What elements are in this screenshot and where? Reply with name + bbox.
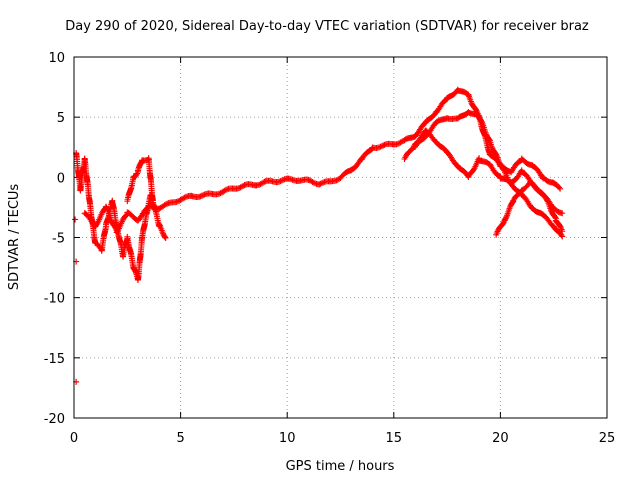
data-segment bbox=[145, 155, 156, 204]
y-tick-label: 5 bbox=[57, 111, 65, 126]
data-segment bbox=[540, 211, 557, 230]
data-segment bbox=[535, 187, 551, 204]
data-segment bbox=[81, 155, 95, 218]
data-segment bbox=[486, 161, 504, 180]
data-segment bbox=[113, 221, 127, 260]
x-tick-label: 25 bbox=[599, 431, 616, 446]
x-tick-label: 10 bbox=[279, 431, 296, 446]
data-segment bbox=[433, 139, 451, 156]
data-segment bbox=[518, 155, 536, 169]
data-segment bbox=[444, 149, 461, 169]
data-segment bbox=[493, 217, 508, 238]
series-track-b bbox=[412, 109, 564, 192]
data-segment bbox=[156, 221, 169, 241]
data-segment bbox=[540, 174, 557, 186]
x-axis-label: GPS time / hours bbox=[286, 459, 395, 474]
data-segment bbox=[529, 205, 547, 218]
data-segment bbox=[454, 87, 472, 99]
grid-lines bbox=[74, 57, 607, 418]
series-track-f bbox=[124, 155, 169, 241]
data-segment bbox=[422, 108, 440, 126]
data-segment bbox=[433, 96, 451, 116]
data-segment bbox=[550, 223, 566, 240]
x-tick-label: 0 bbox=[70, 431, 78, 446]
x-tick-label: 15 bbox=[386, 431, 403, 446]
data-segment bbox=[412, 119, 429, 140]
data-segment bbox=[134, 234, 146, 283]
data-segment bbox=[92, 204, 109, 230]
axis-ticks bbox=[73, 56, 608, 419]
data-segment bbox=[544, 197, 559, 222]
data-segment bbox=[501, 198, 517, 223]
data-segment bbox=[550, 204, 566, 217]
data-segment bbox=[98, 223, 109, 254]
series-track-e bbox=[73, 149, 154, 283]
y-tick-label: -5 bbox=[52, 232, 65, 247]
y-tick-label: -15 bbox=[44, 352, 65, 367]
data-series bbox=[72, 86, 566, 385]
series-track-d bbox=[493, 179, 566, 238]
x-tick-labels: 0 5 10 15 20 25 bbox=[70, 431, 615, 446]
series-outliers bbox=[72, 216, 80, 385]
chart-title: Day 290 of 2020, Sidereal Day-to-day VTE… bbox=[65, 19, 589, 34]
data-segment bbox=[508, 157, 525, 176]
series-track-a bbox=[81, 86, 566, 240]
data-segment bbox=[552, 217, 566, 235]
x-tick-label: 20 bbox=[492, 431, 509, 446]
data-segment bbox=[358, 145, 376, 163]
y-tick-label: 10 bbox=[48, 51, 65, 66]
data-segment bbox=[476, 157, 493, 168]
x-tick-label: 5 bbox=[176, 431, 184, 446]
y-tick-label: -10 bbox=[44, 292, 65, 307]
y-tick-label: -20 bbox=[44, 412, 65, 427]
y-tick-label: 0 bbox=[57, 171, 65, 186]
plot-frame bbox=[73, 56, 608, 419]
data-point bbox=[72, 216, 79, 223]
data-segment bbox=[465, 155, 483, 180]
y-tick-labels: -20 -15 -10 -5 0 5 10 bbox=[44, 51, 65, 427]
data-segment bbox=[124, 233, 137, 272]
y-axis-label: SDTVAR / TECUs bbox=[7, 184, 22, 291]
data-segment bbox=[510, 187, 525, 204]
data-segment bbox=[476, 112, 493, 157]
data-segment bbox=[422, 127, 440, 146]
data-segment bbox=[337, 167, 355, 181]
data-segment bbox=[550, 180, 564, 192]
data-segment bbox=[401, 141, 419, 163]
data-segment bbox=[497, 161, 515, 175]
data-segment bbox=[465, 109, 483, 120]
data-segment bbox=[401, 133, 419, 144]
